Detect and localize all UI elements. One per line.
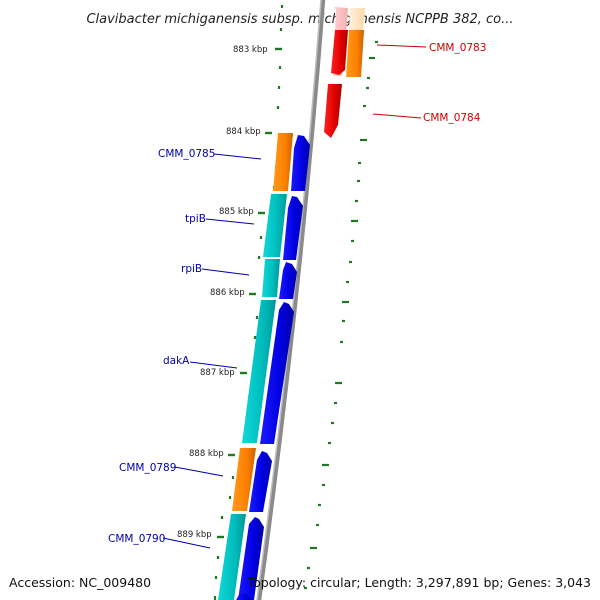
gene-label-cmm-0785[interactable]: CMM_0785 — [158, 148, 215, 160]
ruler-label: 887 kbp — [200, 368, 235, 378]
gene-label-cmm-0789[interactable]: CMM_0789 — [119, 462, 176, 474]
ruler-ticks-right — [304, 40, 378, 590]
gene-cmm-0790-feature[interactable] — [238, 517, 264, 600]
gene-cmm-0783-feature[interactable] — [331, 30, 348, 75]
gene-daka-feature[interactable] — [260, 302, 294, 444]
gene-cmm-0789-cds[interactable] — [232, 448, 256, 511]
gene-rpib-feature[interactable] — [279, 262, 297, 299]
gene-label-daka[interactable]: dakA — [163, 355, 190, 367]
gene-label-tpib[interactable]: tpiB — [185, 213, 206, 225]
gene-label-cmm-0784[interactable]: CMM_0784 — [423, 112, 481, 124]
gene-cmm-0783-cds[interactable] — [346, 30, 364, 77]
gene-cmm-0790-gene[interactable] — [218, 514, 246, 600]
label-leaders — [162, 44, 427, 549]
gene-cmm-0783-cds-light[interactable] — [349, 8, 365, 30]
ruler-label: 885 kbp — [219, 207, 254, 217]
ruler-major-ticks — [217, 47, 282, 539]
ruler-label: 888 kbp — [189, 449, 224, 459]
gene-label-rpib[interactable]: rpiB — [181, 263, 202, 275]
ruler-label: 883 kbp — [233, 45, 268, 55]
ruler-label: 886 kbp — [210, 288, 245, 298]
gene-next-feature[interactable] — [236, 593, 252, 600]
forward-strand-features — [218, 133, 310, 600]
gene-tpib-feature[interactable] — [283, 196, 303, 260]
gene-label-cmm-0790[interactable]: CMM_0790 — [108, 533, 165, 545]
reverse-strand-features — [324, 7, 365, 138]
ruler-label: 884 kbp — [226, 127, 261, 137]
gene-cmm-0785-feature[interactable] — [291, 135, 310, 191]
accession-label: Accession: NC_009480 — [9, 575, 151, 590]
gene-cmm-0785-cds[interactable] — [273, 133, 293, 191]
genome-stats-label: Topology: circular; Length: 3,297,891 bp… — [247, 575, 591, 590]
genome-backbone — [256, 0, 326, 600]
gene-labels: CMM_0783 CMM_0784 CMM_0785 tpiB rpiB dak… — [108, 42, 486, 545]
ruler-labels: 883 kbp 884 kbp 885 kbp 886 kbp 887 kbp … — [177, 45, 268, 540]
gene-cmm-0784-feature[interactable] — [324, 84, 342, 138]
gene-tpib-gene[interactable] — [263, 194, 287, 257]
gene-daka-gene[interactable] — [242, 300, 276, 443]
map-title: Clavibacter michiganensis subsp. michiga… — [86, 12, 513, 27]
gene-cmm-0789-feature[interactable] — [249, 451, 272, 512]
gene-rpib-gene[interactable] — [262, 259, 280, 297]
gene-label-cmm-0783[interactable]: CMM_0783 — [429, 42, 486, 54]
ruler-label: 889 kbp — [177, 530, 212, 540]
